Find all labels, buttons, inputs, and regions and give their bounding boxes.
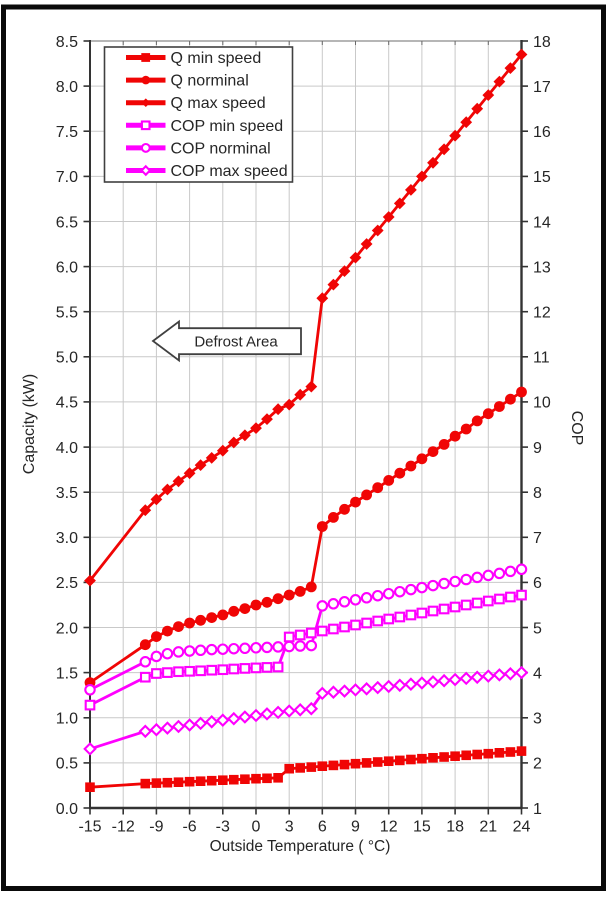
svg-text:3.5: 3.5 <box>56 485 78 502</box>
svg-text:COP norminal: COP norminal <box>171 140 271 157</box>
svg-text:6: 6 <box>318 819 327 836</box>
svg-text:8: 8 <box>533 485 542 502</box>
svg-text:Defrost Area: Defrost Area <box>194 334 278 351</box>
svg-text:14: 14 <box>533 214 551 231</box>
svg-text:7.0: 7.0 <box>56 169 78 186</box>
svg-text:-9: -9 <box>149 819 163 836</box>
svg-text:13: 13 <box>533 259 551 276</box>
svg-text:12: 12 <box>380 819 398 836</box>
svg-text:4.5: 4.5 <box>56 395 78 412</box>
svg-text:COP max speed: COP max speed <box>171 163 288 180</box>
svg-text:COP: COP <box>568 411 585 446</box>
svg-text:11: 11 <box>533 350 550 367</box>
svg-text:1.5: 1.5 <box>56 665 78 682</box>
svg-text:-3: -3 <box>216 819 230 836</box>
svg-text:3: 3 <box>533 711 542 728</box>
svg-text:17: 17 <box>533 79 551 96</box>
svg-text:21: 21 <box>479 819 497 836</box>
svg-text:9: 9 <box>533 440 542 457</box>
svg-text:4.0: 4.0 <box>56 440 78 457</box>
svg-text:6: 6 <box>533 575 542 592</box>
svg-text:4: 4 <box>533 665 542 682</box>
svg-text:2.0: 2.0 <box>56 620 78 637</box>
svg-text:5: 5 <box>533 620 542 637</box>
svg-text:10: 10 <box>533 395 551 412</box>
svg-text:24: 24 <box>513 819 531 836</box>
svg-text:5.0: 5.0 <box>56 350 78 367</box>
svg-text:16: 16 <box>533 124 551 141</box>
svg-text:Q max speed: Q max speed <box>171 95 266 112</box>
svg-text:1.0: 1.0 <box>56 711 78 728</box>
svg-text:0.0: 0.0 <box>56 801 78 818</box>
svg-text:2.5: 2.5 <box>56 575 78 592</box>
svg-text:6.5: 6.5 <box>56 214 78 231</box>
svg-text:18: 18 <box>533 34 551 51</box>
svg-text:2: 2 <box>533 756 542 773</box>
svg-text:15: 15 <box>533 169 551 186</box>
svg-text:7: 7 <box>533 530 542 547</box>
svg-text:8.5: 8.5 <box>56 34 78 51</box>
svg-text:Capacity (kW): Capacity (kW) <box>21 374 38 474</box>
svg-text:9: 9 <box>351 819 360 836</box>
svg-text:18: 18 <box>446 819 464 836</box>
svg-text:0: 0 <box>252 819 261 836</box>
svg-text:7.5: 7.5 <box>56 124 78 141</box>
svg-text:1: 1 <box>533 801 542 818</box>
svg-text:-12: -12 <box>112 819 135 836</box>
svg-text:5.5: 5.5 <box>56 305 78 322</box>
svg-text:6.0: 6.0 <box>56 259 78 276</box>
svg-text:Q min speed: Q min speed <box>171 50 262 67</box>
svg-text:-6: -6 <box>182 819 196 836</box>
svg-text:COP min speed: COP min speed <box>171 118 284 135</box>
svg-text:Q norminal: Q norminal <box>171 73 249 90</box>
svg-text:3: 3 <box>285 819 294 836</box>
svg-text:3.0: 3.0 <box>56 530 78 547</box>
svg-text:-15: -15 <box>78 819 101 836</box>
svg-text:12: 12 <box>533 305 551 322</box>
svg-text:8.0: 8.0 <box>56 79 78 96</box>
svg-text:Outside Temperature ( °C): Outside Temperature ( °C) <box>210 838 391 855</box>
svg-text:0.5: 0.5 <box>56 756 78 773</box>
svg-text:15: 15 <box>413 819 431 836</box>
